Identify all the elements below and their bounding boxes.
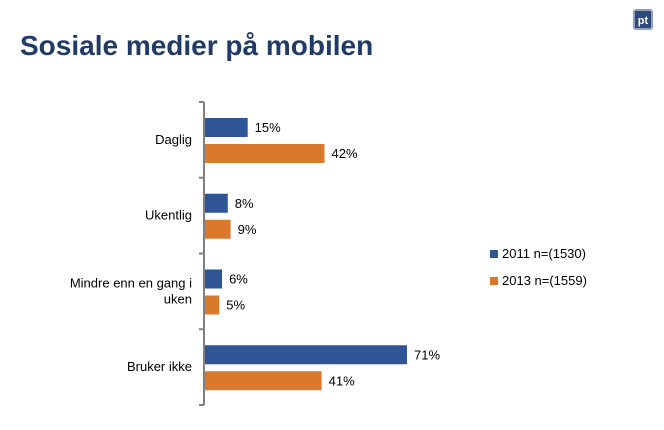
legend-swatch [490,249,498,258]
page-title: Sosiale medier på mobilen [20,30,374,61]
category-label: Daglig [155,132,192,147]
bar-2013 [205,371,322,391]
bar-2013 [205,219,231,239]
bar-2011 [205,118,248,137]
pt-logo: pt [633,9,653,30]
legend-label: 2011 n=(1530) [502,246,586,261]
data-label: 15% [255,120,281,135]
category-label: Ukentlig [145,208,192,223]
legend-item: 2013 n=(1559) [490,267,587,294]
legend-swatch [490,276,498,285]
data-label: 71% [414,347,440,362]
data-label: 9% [238,222,257,237]
bar-2011 [205,193,228,213]
legend: 2011 n=(1530) 2013 n=(1559) [490,240,587,294]
category-label: Mindre enn en gang i uken [70,275,192,306]
bar-2013 [205,144,325,163]
data-label: 5% [226,298,245,313]
data-label: 42% [331,146,357,161]
bar-2011 [205,345,407,365]
data-label: 8% [235,196,254,211]
data-label: 6% [229,272,248,287]
bar-2013 [205,295,220,315]
legend-item: 2011 n=(1530) [490,240,587,267]
legend-label: 2013 n=(1559) [502,273,587,288]
category-label: Bruker ikke [127,359,192,374]
bar-2011 [205,269,223,289]
data-label: 41% [329,373,355,388]
